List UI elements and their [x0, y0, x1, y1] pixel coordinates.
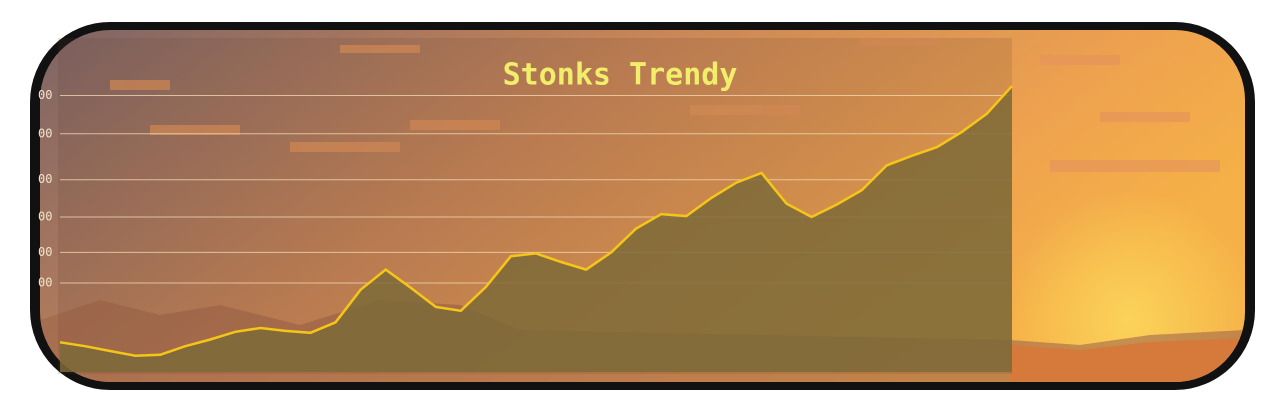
- y-tick-label: 00: [38, 210, 52, 224]
- y-tick-label: 00: [38, 172, 52, 186]
- y-tick-label: 00: [38, 276, 52, 290]
- chart-title: Stonks Trendy: [503, 58, 738, 93]
- y-tick-label: 00: [38, 245, 52, 259]
- trend-line: [59, 85, 1013, 357]
- y-tick-label: 00: [38, 88, 52, 102]
- area-fill: [60, 86, 1012, 372]
- frame: [30, 22, 1255, 390]
- y-tick-label: 00: [38, 126, 52, 140]
